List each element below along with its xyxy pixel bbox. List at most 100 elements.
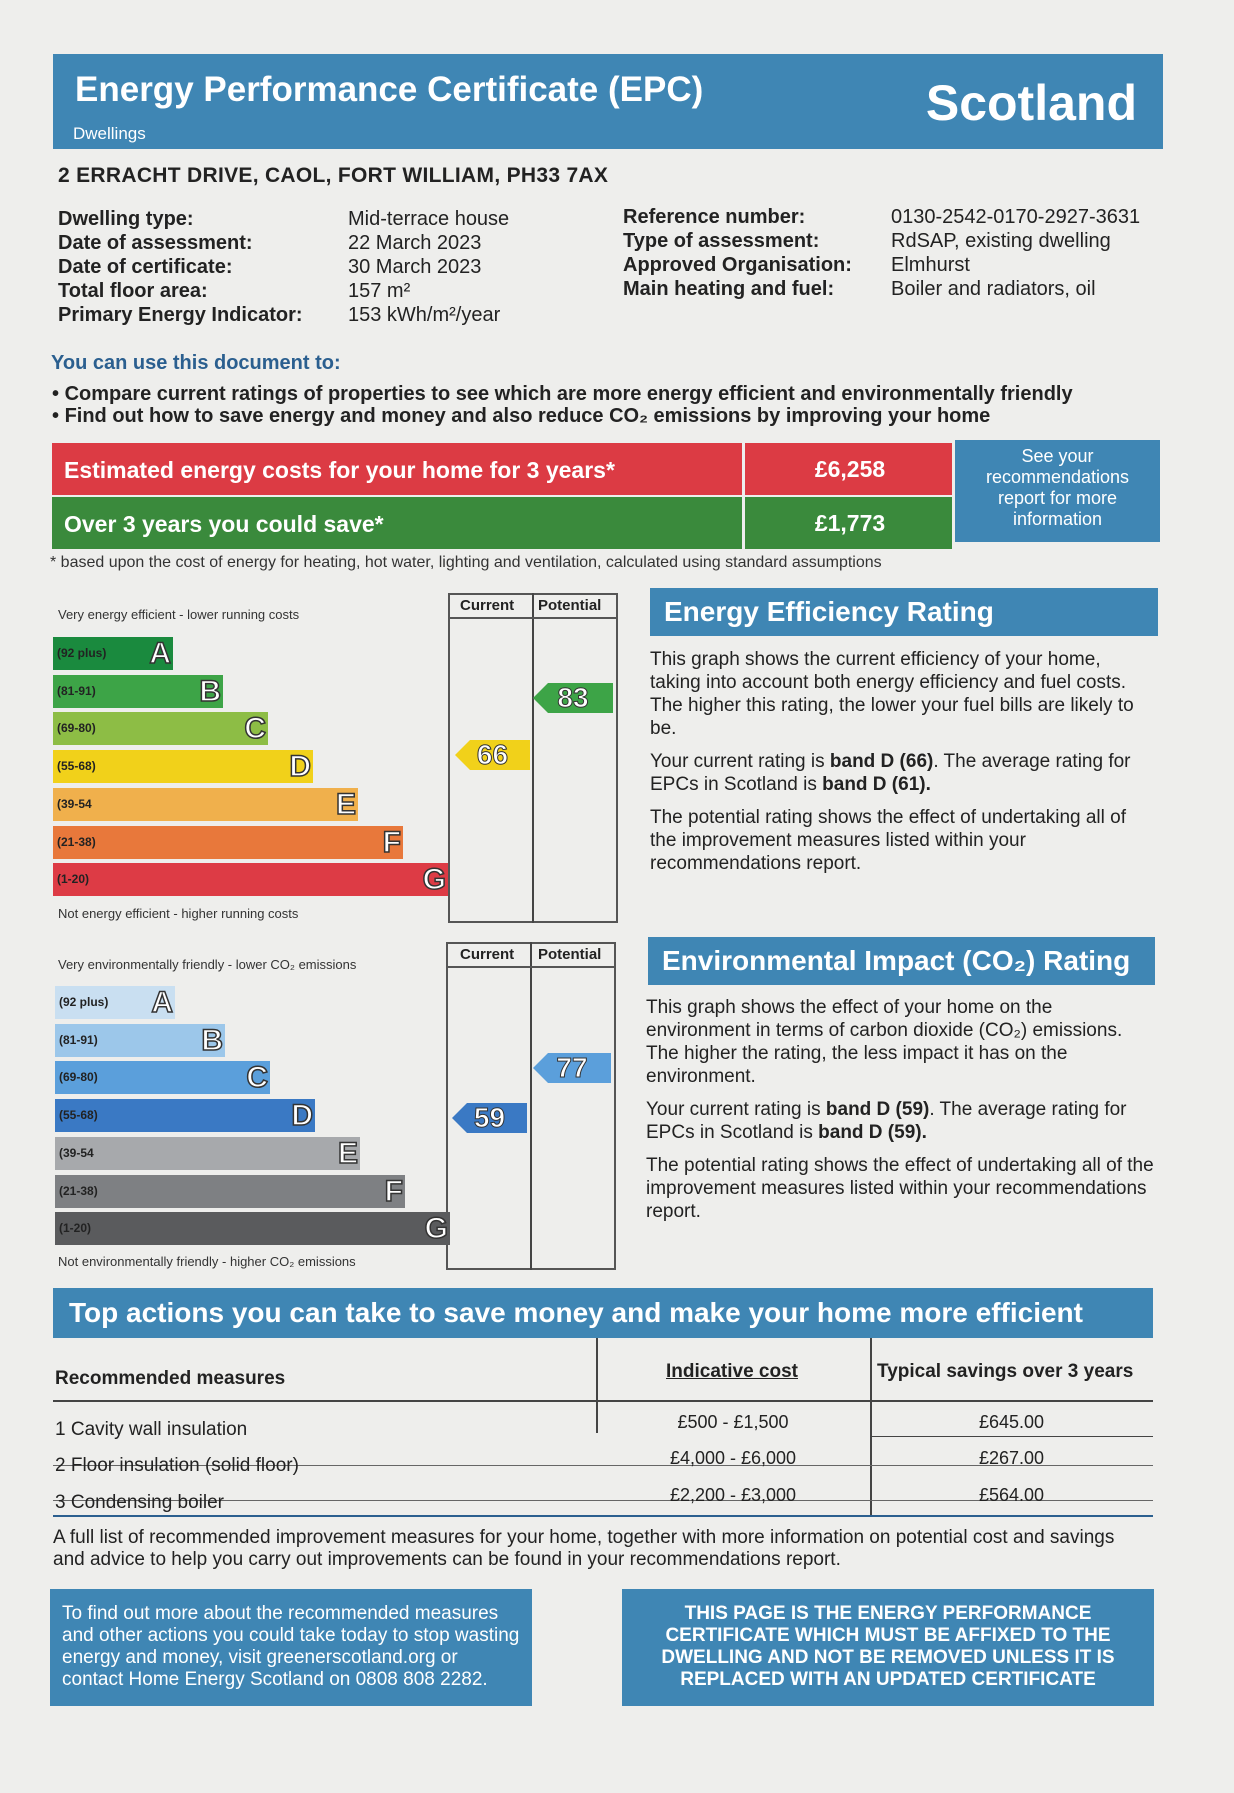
env-rating-title: Environmental Impact (CO₂) Rating bbox=[648, 937, 1155, 985]
estimated-costs-label: Estimated energy costs for your home for… bbox=[64, 457, 615, 483]
energy-band-a: (92 plus) A bbox=[53, 636, 173, 671]
energy-current-band: band D (66) bbox=[829, 751, 934, 772]
env-paragraph-3: The potential rating shows the effect of… bbox=[646, 1155, 1154, 1222]
env-band-a: (92 plus) A bbox=[55, 985, 175, 1020]
table-divider-1 bbox=[596, 1338, 598, 1433]
env-band-range: (55-68) bbox=[59, 1108, 98, 1123]
env-paragraph-1: This graph shows the effect of your home… bbox=[646, 997, 1123, 1087]
table-bottom-line bbox=[53, 1515, 1153, 1517]
env-band-range: (81-91) bbox=[59, 1032, 98, 1047]
env-band-range: (21-38) bbox=[59, 1183, 98, 1198]
use-bullets: • Compare current ratings of properties … bbox=[52, 383, 1162, 427]
energy-band-letter: G bbox=[422, 862, 447, 897]
energy-col-divider bbox=[532, 593, 534, 923]
detail-value: 0130-2542-0170-2927-3631 bbox=[891, 206, 1141, 228]
detail-value: RdSAP, existing dwelling bbox=[891, 230, 1111, 252]
epc-header: Energy Performance Certificate (EPC) Dwe… bbox=[53, 54, 1163, 149]
env-band-f: (21-38) F bbox=[55, 1174, 405, 1209]
use-document-title: You can use this document to: bbox=[51, 352, 341, 374]
detail-value: 22 March 2023 bbox=[348, 232, 482, 254]
detail-row: Reference number: 0130-2542-0170-2927-363… bbox=[623, 205, 1140, 229]
details-right: Reference number: 0130-2542-0170-2927-363… bbox=[623, 205, 1140, 301]
actions-footer: A full list of recommended improvement m… bbox=[53, 1527, 1115, 1570]
energy-band-d: (55-68) D bbox=[53, 749, 313, 784]
detail-row: Main heating and fuel: Boiler and radiato… bbox=[623, 277, 1096, 301]
env-potential-rating: 77 bbox=[533, 1053, 611, 1083]
env-band-letter: B bbox=[201, 1023, 224, 1058]
measure-cell: 3 Condensing boiler bbox=[55, 1492, 225, 1513]
saving-cell: £267.00 bbox=[978, 1448, 1045, 1468]
env-band-letter: A bbox=[151, 985, 174, 1020]
energy-paragraph-2: Your current rating is band D (66). The … bbox=[650, 750, 1155, 796]
energy-band-f: (21-38) F bbox=[53, 825, 403, 860]
detail-label: Primary Energy Indicator: bbox=[58, 304, 303, 326]
table-header-line bbox=[53, 1400, 1153, 1402]
env-col-divider bbox=[530, 942, 532, 1270]
energy-current-rating: 66 bbox=[455, 740, 530, 770]
detail-row: Approved Organisation: Elmhurst bbox=[623, 253, 970, 277]
energy-average-band: band D (61). bbox=[822, 774, 931, 795]
certificate-title: Energy Performance Certificate (EPC) bbox=[75, 70, 704, 109]
env-band-range: (39-54 bbox=[59, 1145, 94, 1160]
detail-label: Date of assessment: bbox=[58, 232, 253, 254]
energy-band-letter: E bbox=[335, 787, 357, 822]
energy-band-range: (39-54 bbox=[57, 796, 92, 811]
bullet-item: • Compare current ratings of properties … bbox=[52, 383, 1073, 405]
env-paragraph-2: Your current rating is band D (59). The … bbox=[646, 1098, 1156, 1144]
detail-label: Approved Organisation: bbox=[623, 254, 852, 276]
energy-paragraph-3: The potential rating shows the effect of… bbox=[650, 807, 1127, 874]
env-band-range: (1-20) bbox=[59, 1221, 92, 1236]
certificate-subtitle: Dwellings bbox=[73, 124, 146, 143]
energy-band-e: (39-54 E bbox=[53, 787, 358, 822]
energy-rating-title: Energy Efficiency Rating bbox=[650, 588, 1158, 636]
env-band-g: (1-20) G bbox=[55, 1211, 450, 1246]
detail-value: 153 kWh/m²/year bbox=[348, 304, 501, 326]
env-band-letter: F bbox=[384, 1174, 404, 1209]
env-text: This graph shows the effect of your home… bbox=[646, 996, 1156, 1223]
env-p2-text: Your current rating is bbox=[646, 1099, 826, 1120]
table-row-line bbox=[870, 1436, 1153, 1437]
more-info-box: To find out more about the recommended m… bbox=[50, 1589, 532, 1706]
energy-band-letter: D bbox=[289, 749, 312, 784]
bullet-text: Find out how to save energy and money an… bbox=[64, 405, 991, 427]
env-bottom-label: Not environmentally friendly - higher CO… bbox=[58, 1254, 356, 1269]
detail-value: Mid-terrace house bbox=[348, 208, 510, 230]
env-band-letter: E bbox=[337, 1136, 359, 1171]
detail-label: Type of assessment: bbox=[623, 230, 820, 252]
detail-value: 157 m² bbox=[348, 280, 411, 302]
measures-header: Recommended measures bbox=[55, 1368, 286, 1389]
env-header-line bbox=[446, 966, 616, 968]
region-title: Scotland bbox=[925, 75, 1137, 131]
affix-notice-box: THIS PAGE IS THE ENERGY PERFORMANCE CERT… bbox=[622, 1589, 1154, 1706]
detail-value: 30 March 2023 bbox=[348, 256, 482, 278]
env-band-letter: G bbox=[424, 1211, 449, 1246]
recommendations-note: See your recommendations report for more… bbox=[955, 440, 1160, 542]
savings-label: Over 3 years you could save* bbox=[64, 511, 384, 537]
energy-text: This graph shows the current efficiency … bbox=[650, 648, 1155, 875]
energy-band-g: (1-20) G bbox=[53, 862, 448, 897]
energy-band-letter: F bbox=[382, 825, 402, 860]
energy-band-letter: A bbox=[149, 636, 172, 671]
energy-band-range: (69-80) bbox=[57, 721, 96, 736]
table-row-line bbox=[53, 1465, 1153, 1466]
env-potential-header: Potential bbox=[538, 946, 602, 963]
cost-header: Indicative cost bbox=[666, 1361, 798, 1382]
env-band-range: (92 plus) bbox=[59, 995, 109, 1009]
estimated-costs-row: Estimated energy costs for your home for… bbox=[52, 443, 952, 495]
env-band-letter: C bbox=[246, 1061, 269, 1096]
detail-row: Type of assessment: RdSAP, existing dwell… bbox=[623, 229, 1111, 253]
env-average-band: band D (59). bbox=[818, 1122, 927, 1143]
cost-cell: £4,000 - £6,000 bbox=[669, 1448, 797, 1468]
energy-band-c: (69-80) C bbox=[53, 712, 268, 746]
energy-bottom-label: Not energy efficient - higher running co… bbox=[58, 906, 299, 921]
env-top-label: Very environmentally friendly - lower CO… bbox=[58, 957, 357, 972]
energy-band-range: (21-38) bbox=[57, 834, 96, 849]
env-current-rating: 59 bbox=[452, 1103, 527, 1133]
table-row-line bbox=[53, 1500, 1153, 1501]
energy-potential-rating: 83 bbox=[533, 683, 613, 713]
env-band-c: (69-80) C bbox=[55, 1061, 270, 1096]
detail-label: Dwelling type: bbox=[58, 208, 194, 230]
env-band-d: (55-68) D bbox=[55, 1098, 315, 1133]
table-divider-2 bbox=[870, 1338, 872, 1515]
energy-band-range: (81-91) bbox=[57, 683, 96, 698]
